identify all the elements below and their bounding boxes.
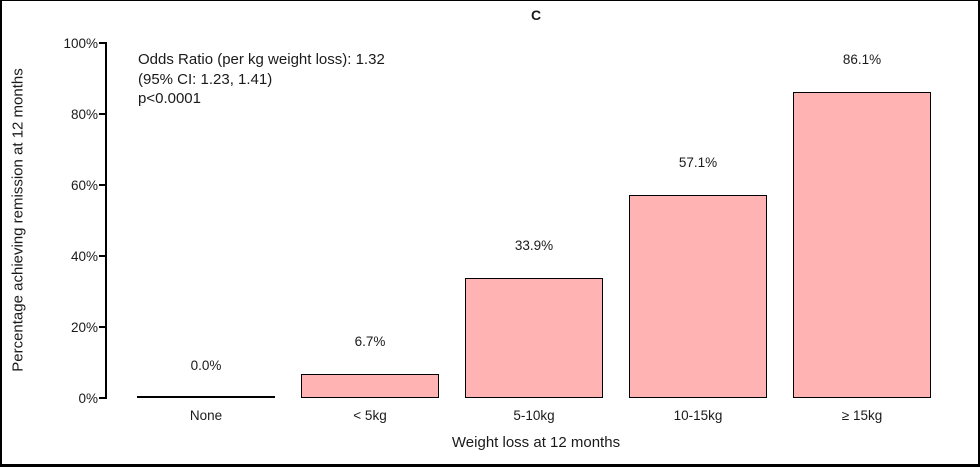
p-value-line: p<0.0001 [138,90,201,107]
stats-annotation: Odds Ratio (per kg weight loss): 1.32 (9… [138,50,385,109]
x-category-label: ≥ 15kg [841,408,883,423]
y-axis-tick [99,42,106,44]
bar-value-label: 33.9% [514,237,554,253]
y-tick-label: 80% [70,106,98,122]
y-tick-label: 100% [63,35,98,51]
y-axis-line [105,42,107,399]
bar-value-label: 6.7% [354,334,386,350]
y-axis-tick [99,184,106,186]
x-category-label: 5-10kg [513,408,555,423]
bar-value-label: 0.0% [190,358,222,373]
x-category-label: < 5kg [353,408,387,423]
y-axis-tick [99,255,106,257]
y-axis-title: Percentage achieving remission at 12 mon… [9,68,27,372]
y-tick-label: 0% [78,390,98,406]
bar-10-15kg [629,195,767,398]
y-tick-label: 40% [70,248,98,264]
bar-< 5kg [301,374,439,398]
odds-ratio-line: Odds Ratio (per kg weight loss): 1.32 [138,51,385,68]
bar-None [137,396,275,398]
y-tick-label: 20% [70,319,98,335]
bar-value-label: 57.1% [678,155,718,171]
x-category-label: 10-15kg [673,408,723,423]
confidence-interval-line: (95% CI: 1.23, 1.41) [138,70,273,88]
y-axis-tick [99,397,106,399]
bar-≥ 15kg [793,92,931,398]
x-category-label: None [189,408,223,423]
bar-5-10kg [465,277,603,398]
x-axis-title: Weight loss at 12 months [451,434,621,451]
y-axis-tick [99,113,106,115]
y-axis-tick [99,326,106,328]
panel-title: C [530,7,542,23]
bar-value-label: 86.1% [842,52,882,68]
y-tick-label: 60% [70,177,98,193]
